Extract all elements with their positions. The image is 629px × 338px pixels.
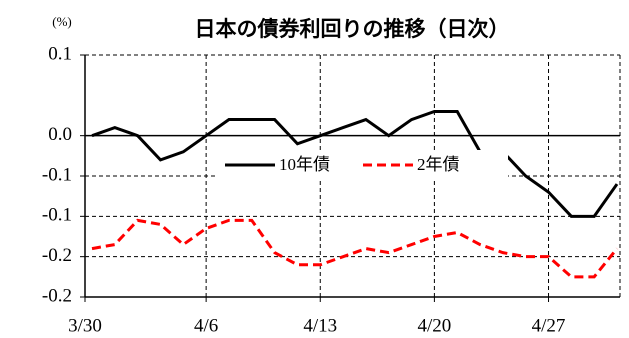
x-tick-label: 4/6 [194,315,218,336]
x-tick-label: 4/20 [418,315,452,336]
y-tick-label: -0.2 [42,245,72,266]
chart-title: 日本の債券利回りの推移（日次） [195,17,510,41]
y-tick-label: -0.1 [42,164,72,185]
y-tick-label: 0.1 [48,43,72,64]
legend-label: 2年債 [417,155,460,174]
series-line [91,218,619,279]
y-unit: (%) [52,14,72,29]
y-tick-label: -0.1 [42,205,72,226]
y-tick-label: -0.2 [42,285,72,306]
legend-label: 10年債 [279,155,330,174]
series-line [91,109,619,218]
x-tick-label: 3/30 [68,315,102,336]
x-tick-label: 4/27 [532,315,566,336]
y-tick-label: 0.0 [48,124,72,145]
x-tick-label: 4/13 [303,315,337,336]
